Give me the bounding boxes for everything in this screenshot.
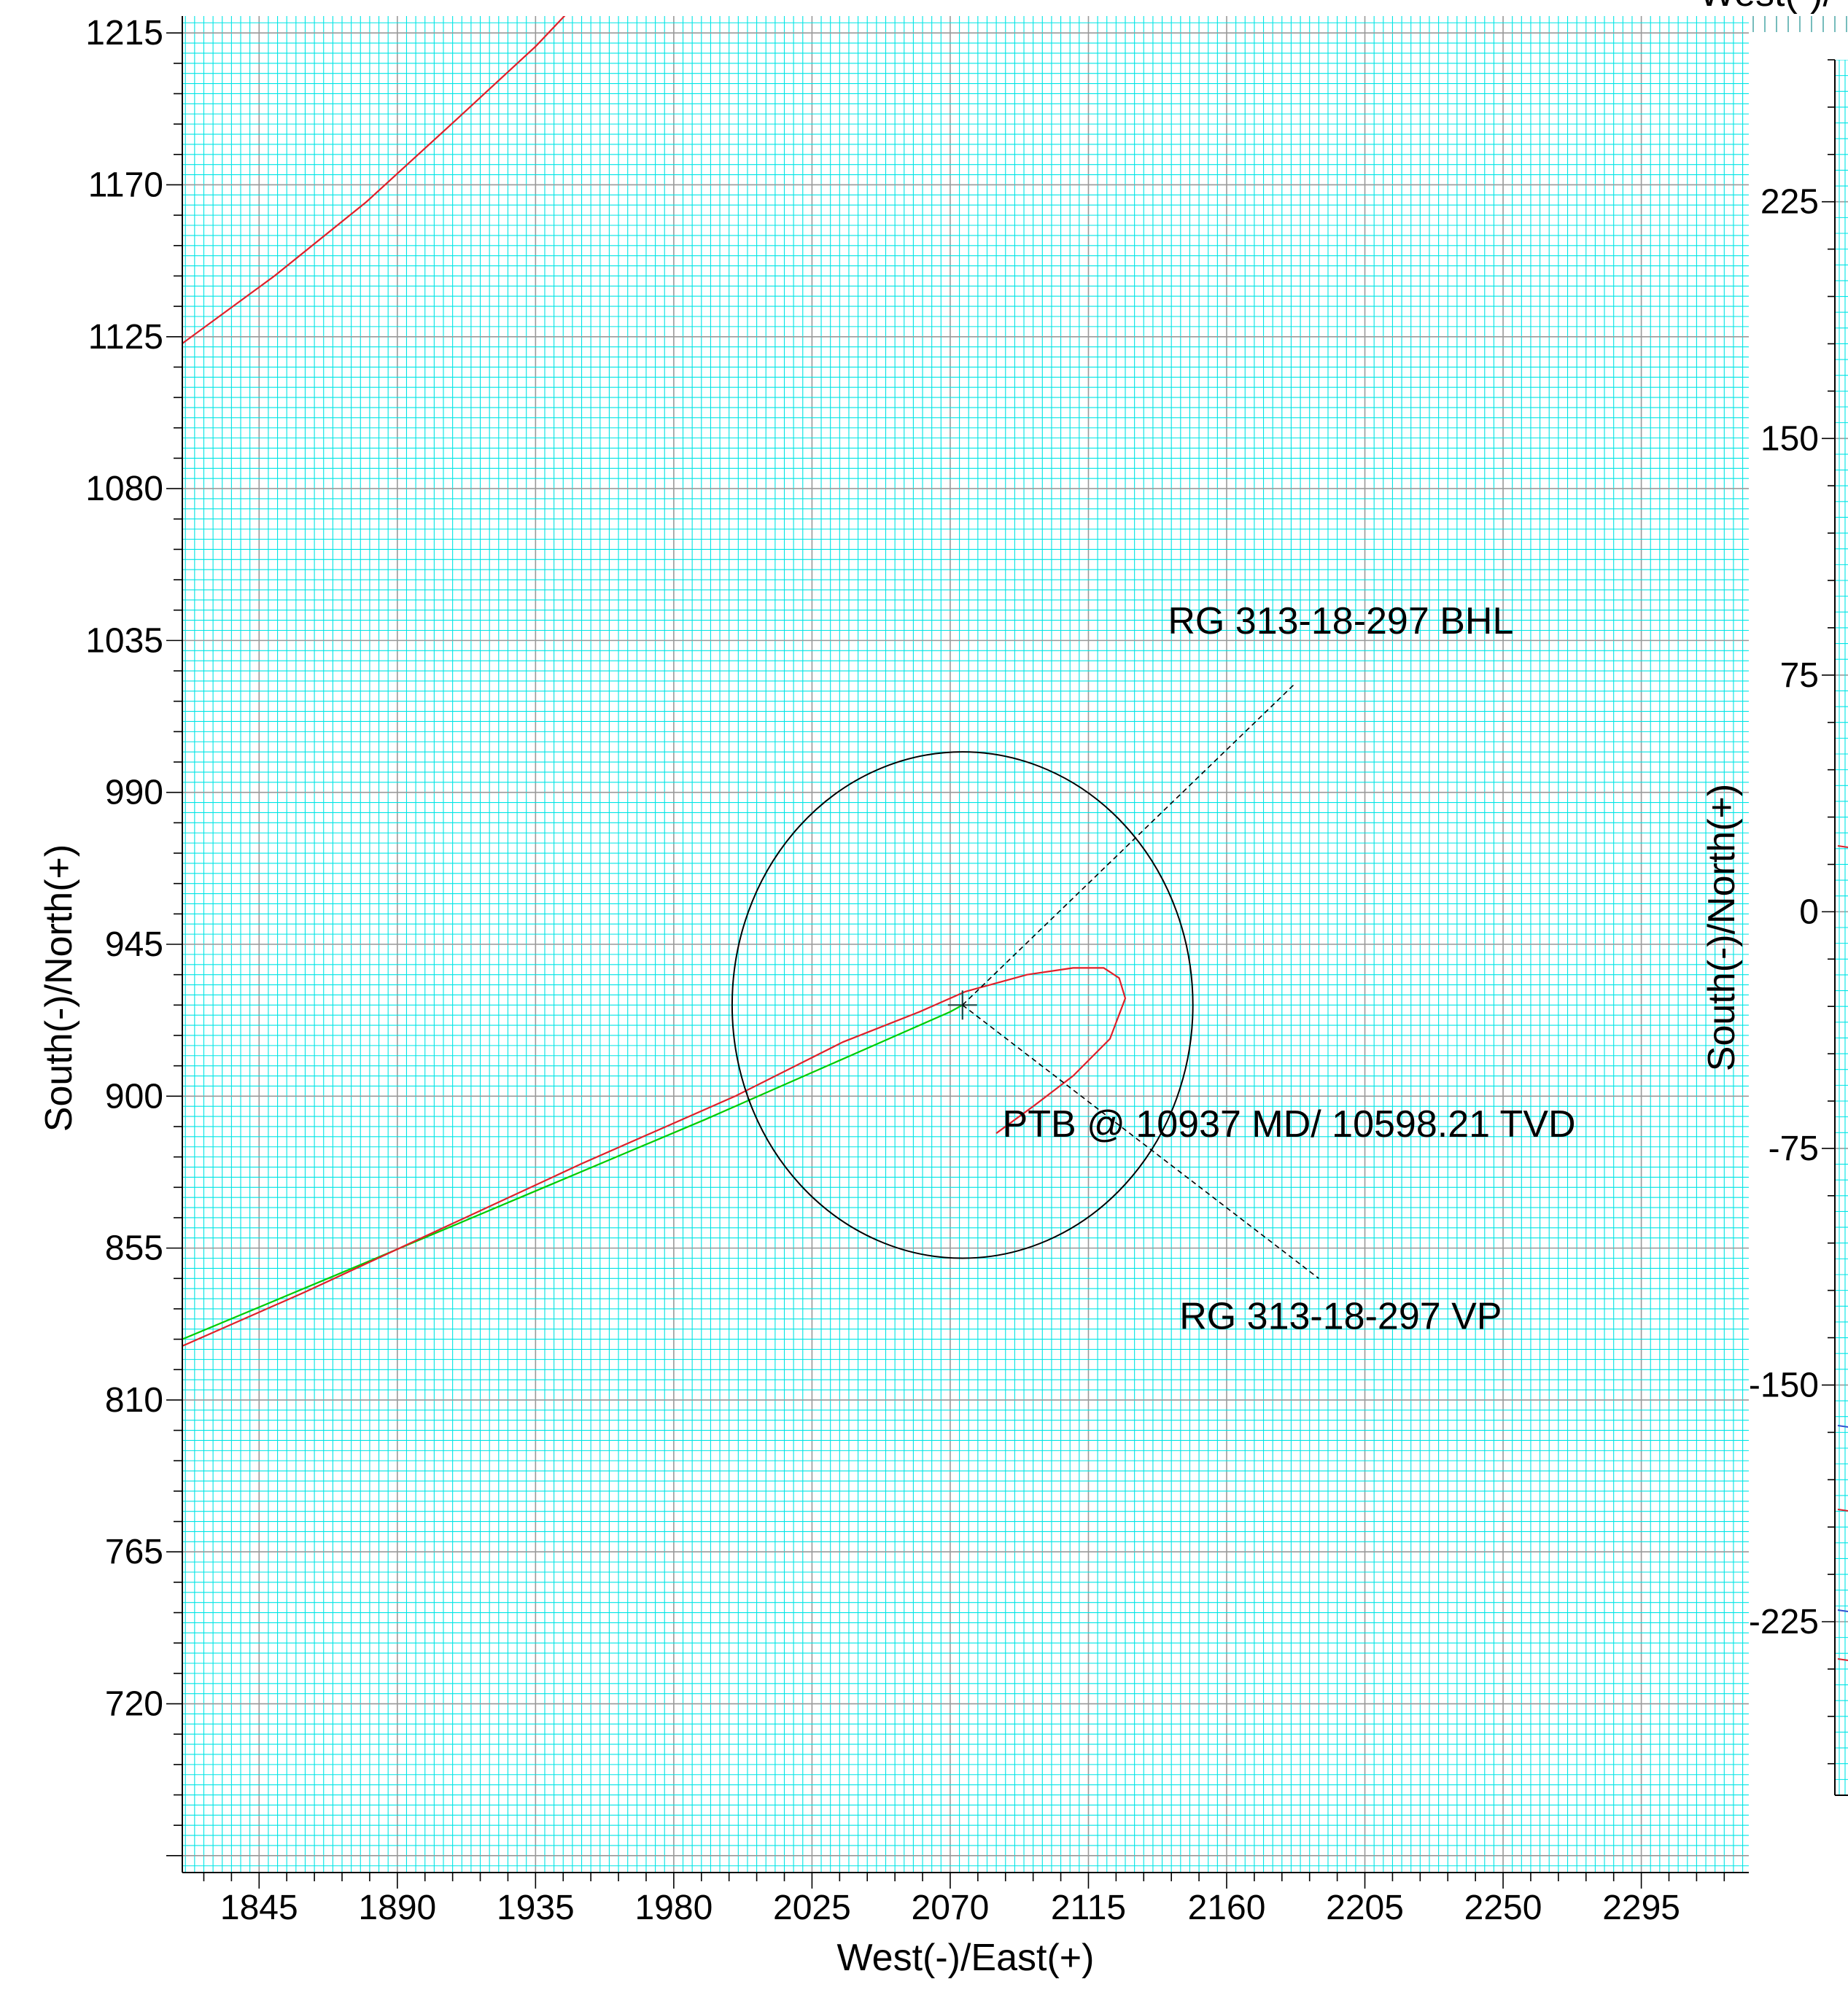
annotation-label: PTB @ 10937 MD/ 10598.21 TVD [1003,1103,1576,1146]
main-grid [182,16,1749,1873]
inset-series-fragment [1837,1425,1848,1428]
main-annotations: RG 313-18-297 BHL PTB @ 10937 MD/ 10598.2… [962,600,1576,1338]
y-tick-label: 900 [105,1077,163,1116]
x-tick-label: 1845 [220,1889,298,1927]
inset-grid [1835,60,1848,1795]
y-tick-label: 1170 [88,166,163,204]
inset-series-fragment [1837,1658,1848,1661]
annotation-label: RG 313-18-297 VP [1179,1296,1502,1338]
annotation-label: RG 313-18-297 BHL [1168,600,1513,642]
y-tick-label: 810 [105,1381,163,1420]
inset-series-fragment [1837,1509,1848,1512]
inset-y-tick-label: 225 [1760,183,1819,222]
plan-line [182,1004,963,1340]
y-tick-label: 1215 [85,14,163,53]
inset-y-tick-label: -150 [1749,1366,1819,1404]
annotation-leader [962,1004,1319,1279]
y-tick-label: 990 [105,774,163,812]
x-tick-label: 1935 [497,1889,575,1927]
y-tick-label: 1035 [85,621,163,660]
inset-series-fragment [1837,845,1848,848]
main-plot-series [182,16,1194,1347]
x-tick-label: 1980 [634,1889,713,1927]
x-tick-label: 1890 [358,1889,436,1927]
x-tick-label: 2025 [773,1889,851,1927]
y-tick-label: 720 [105,1685,163,1724]
y-tick-label: 855 [105,1229,163,1268]
y-axis-title: South(-)/North(+) [38,844,80,1132]
actual-well-line [182,967,1127,1347]
inset-y-tick-label: -75 [1769,1130,1819,1168]
tolerance-circle [731,751,1194,1259]
offset-well-line [182,16,566,344]
inset-y-tick-label: 75 [1780,656,1819,695]
x-tick-label: 2205 [1326,1889,1404,1927]
main-axes: 1845 1890 1935 1980 2025 2070 2115 2160 2205 2250… [38,14,1749,1979]
x-tick-label: 2160 [1188,1889,1266,1927]
annotation-leader [962,683,1295,1006]
x-tick-label: 2250 [1464,1889,1542,1927]
y-tick-label: 765 [105,1533,163,1571]
inset-series-fragment [1837,1609,1848,1612]
x-tick-label: 2295 [1602,1889,1680,1927]
inset-y-tick-label: 0 [1799,893,1819,931]
inset-chart: 225 150 75 0 -75 -150 -225 South(-)/North(+) Wes… [1699,0,1848,1796]
inset-y-tick-label: -225 [1749,1603,1819,1641]
y-tick-label: 945 [105,925,163,964]
y-tick-label: 1080 [85,470,163,508]
y-tick-label: 1125 [88,318,163,357]
x-tick-label: 2115 [1051,1889,1126,1927]
inset-x-axis-title: West(-)/ [1699,0,1833,15]
x-tick-label: 2070 [912,1889,990,1927]
x-axis-title: West(-)/East(+) [837,1937,1095,1979]
inset-y-tick-label: 150 [1760,419,1819,458]
inset-y-axis-title: South(-)/North(+) [1701,784,1743,1071]
